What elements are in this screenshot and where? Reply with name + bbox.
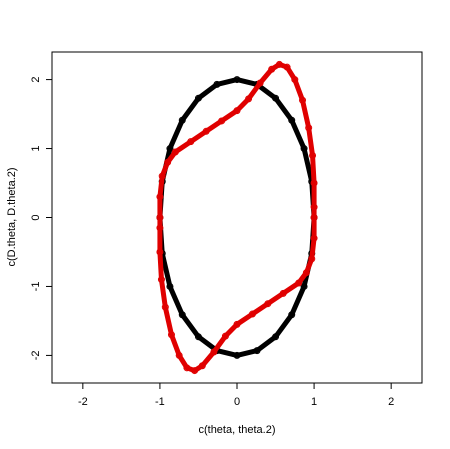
point [264,300,272,308]
y-tick-label: 1 [30,145,42,151]
curve [157,61,317,374]
point [272,333,280,341]
point [305,124,313,132]
point [178,311,186,319]
point [202,127,210,135]
y-tick-label: -2 [30,351,42,361]
point [156,193,164,201]
point [245,95,253,103]
point [300,145,308,153]
point [295,279,303,287]
point [272,94,280,102]
point [256,79,264,87]
point [166,145,174,153]
point [158,172,166,180]
point [302,269,310,277]
point [194,333,202,341]
y-tick-label: 0 [30,214,42,220]
point [156,248,164,256]
point [309,151,317,159]
point [279,289,287,297]
point [157,276,165,284]
point [268,65,276,73]
point [191,367,199,375]
y-tick-label: -1 [30,282,42,292]
point [175,351,183,359]
y-axis-label: c(D.theta, D.theta.2) [6,167,18,266]
point [310,214,318,221]
point [253,347,261,355]
x-tick-label: -2 [78,396,88,408]
point [156,214,164,221]
point [283,63,291,71]
point [161,303,169,311]
point [308,255,316,263]
point [213,80,221,88]
point [300,282,308,290]
point [171,148,179,156]
point [291,76,299,84]
x-tick-label: 2 [388,396,394,408]
x-tick-label: -1 [155,396,165,408]
point [167,331,175,339]
point [288,311,296,319]
point [178,116,186,124]
point [233,351,241,359]
x-axis-label: c(theta, theta.2) [198,424,275,436]
point [187,138,195,146]
point [233,320,241,328]
point [194,94,202,102]
point [248,310,256,318]
x-tick-label: 1 [311,396,317,408]
point [299,96,307,104]
point [310,203,318,211]
point [198,362,206,370]
point [221,332,229,340]
point [233,76,241,84]
point [164,158,172,166]
point [310,234,318,242]
point [310,179,318,187]
point [183,364,191,372]
point [288,116,296,124]
x-tick-label: 0 [234,396,240,408]
y-tick-label: 2 [30,77,42,83]
plot-box [51,51,423,384]
point [275,60,283,68]
point [218,117,226,125]
point [233,107,241,115]
point [210,348,218,356]
curve [157,77,317,358]
point [166,282,174,290]
point [156,224,164,232]
